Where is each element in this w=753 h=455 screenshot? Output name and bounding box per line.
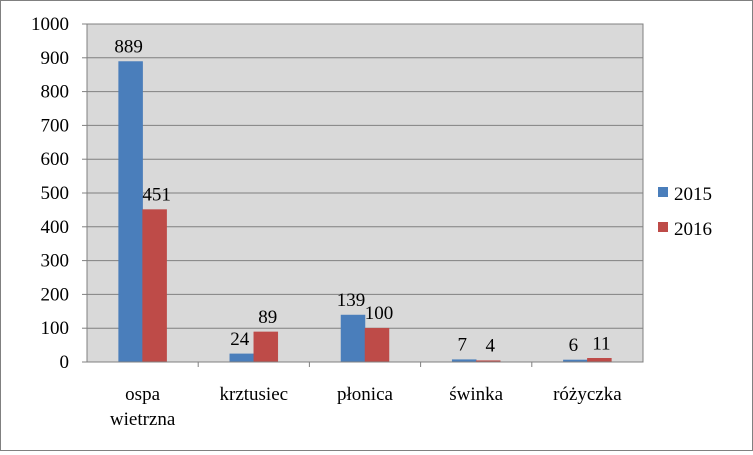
legend-label: 2015 (674, 184, 712, 205)
data-label: 11 (592, 333, 610, 354)
bar-2016 (142, 209, 167, 363)
data-label: 139 (337, 290, 366, 311)
legend-swatch-2016 (658, 222, 668, 232)
bar-2015 (118, 61, 143, 363)
y-tick-label: 100 (41, 318, 70, 339)
data-label: 24 (230, 329, 250, 350)
bar-2015 (340, 314, 366, 363)
y-tick-label: 200 (41, 284, 70, 305)
y-tick-label: 300 (41, 251, 70, 272)
data-label: 451 (142, 185, 171, 206)
y-tick-label: 1000 (31, 14, 69, 35)
data-label: 100 (365, 303, 394, 324)
y-tick-label: 900 (41, 48, 70, 69)
bar-2016 (364, 327, 390, 363)
legend-label: 2016 (674, 219, 712, 240)
bar-2016 (253, 331, 279, 363)
x-category-label: świnka (449, 384, 503, 405)
x-category-label: różyczka (553, 384, 622, 405)
x-category-label: ospa (125, 384, 160, 405)
data-label: 6 (569, 335, 579, 356)
data-label: 89 (258, 307, 277, 328)
x-category-label: płonica (337, 384, 393, 405)
data-label: 4 (485, 336, 495, 357)
data-label: 7 (457, 335, 467, 356)
y-tick-label: 500 (41, 183, 70, 204)
legend-swatch-2015 (658, 187, 668, 197)
y-tick-label: 800 (41, 82, 70, 103)
x-category-label: wietrzna (110, 409, 176, 430)
bar-2015 (229, 353, 255, 363)
y-tick-label: 0 (60, 352, 70, 373)
y-tick-label: 400 (41, 217, 70, 238)
bar-2016 (587, 358, 612, 363)
y-tick-label: 700 (41, 115, 70, 136)
x-category-label: krztusiec (220, 384, 289, 405)
data-label: 889 (114, 37, 143, 58)
y-tick-label: 600 (41, 149, 70, 170)
